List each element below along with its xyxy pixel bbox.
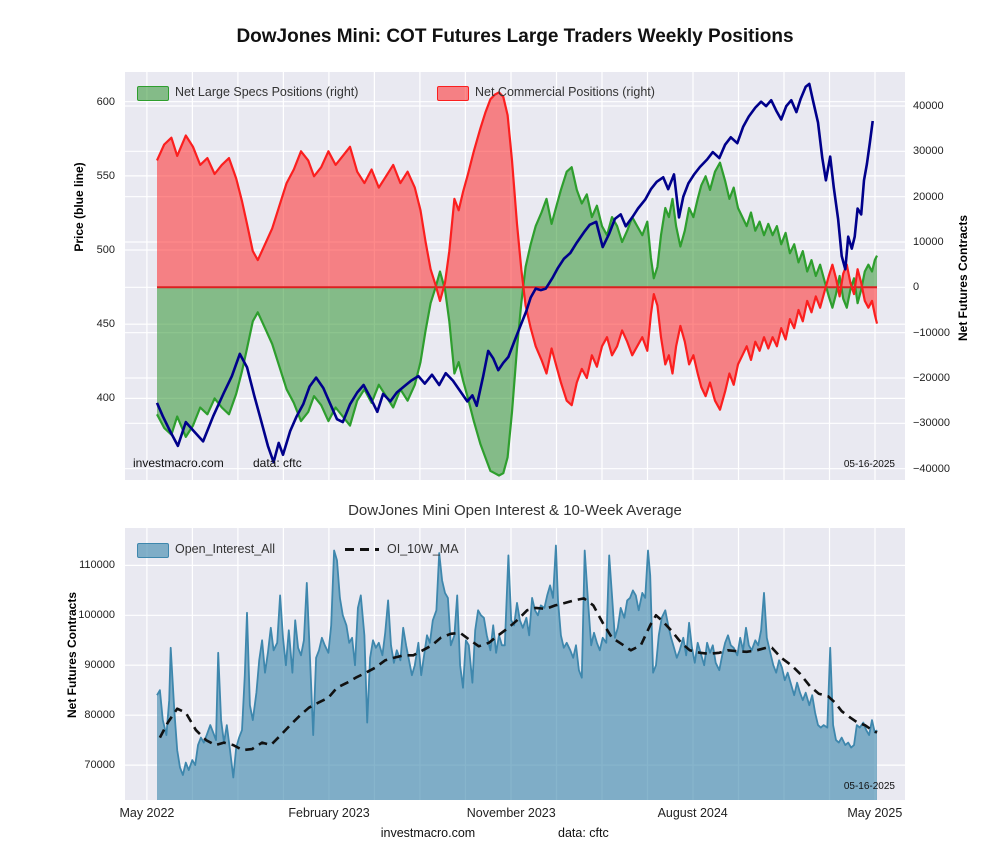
- ma-legend-label: OI_10W_MA: [387, 542, 459, 556]
- specs-legend-label: Net Large Specs Positions (right): [175, 85, 359, 99]
- top-plot-area: Net Large Specs Positions (right) Net Co…: [125, 72, 905, 480]
- top-right-y-tick: −20000: [913, 372, 951, 384]
- top-chart-canvas: [125, 72, 905, 480]
- top-left-y-tick: 400: [96, 392, 115, 405]
- x-tick-may-2022: May 2022: [119, 806, 175, 820]
- chart-title: DowJones Mini: COT Futures Large Traders…: [236, 26, 794, 47]
- open-interest-legend-label: Open_Interest_All: [175, 542, 276, 556]
- top-right-y-tick: 30000: [913, 145, 944, 158]
- date-label-bottom: 05-16-2025: [843, 781, 895, 792]
- top-right-axis-label: Net Futures Contracts: [956, 214, 970, 342]
- subplot-title: DowJones Mini Open Interest & 10-Week Av…: [348, 502, 682, 519]
- watermark-top: investmacro.com: [133, 456, 224, 470]
- top-left-y-tick: 450: [96, 318, 115, 331]
- bottom-y-tick: 70000: [84, 759, 115, 772]
- source-top: data: cftc: [253, 456, 302, 470]
- bottom-chart-canvas: [125, 528, 905, 800]
- specs-legend-swatch: [137, 86, 169, 101]
- commercials-legend-swatch: [437, 86, 469, 101]
- open-interest-legend-swatch: [137, 543, 169, 558]
- bottom-y-tick: 110000: [79, 559, 115, 572]
- x-tick-november-2023: November 2023: [466, 806, 556, 820]
- ma-legend-dash-icon: [345, 548, 379, 551]
- commercials-legend-label: Net Commercial Positions (right): [475, 85, 655, 99]
- x-tick-august-2024: August 2024: [657, 806, 728, 820]
- top-right-y-tick: 40000: [913, 100, 944, 112]
- footer-site: investmacro.com: [380, 826, 476, 840]
- bottom-plot-area: Open_Interest_All OI_10W_MA 05-16-2025: [125, 528, 905, 800]
- top-left-y-tick: 600: [96, 95, 115, 108]
- x-tick-february-2023: February 2023: [288, 806, 370, 820]
- top-left-y-tick: 550: [96, 169, 115, 182]
- bottom-y-tick: 80000: [84, 709, 115, 722]
- top-right-y-tick: 0: [913, 281, 920, 294]
- date-label-top: 05-16-2025: [843, 459, 895, 470]
- bottom-y-tick: 90000: [84, 659, 115, 672]
- footer-source: data: cftc: [558, 826, 609, 840]
- top-right-y-tick: −10000: [913, 326, 951, 339]
- top-left-y-tick: 500: [96, 244, 115, 257]
- top-right-y-tick: 10000: [913, 236, 944, 248]
- x-tick-may-2025: May 2025: [847, 806, 903, 820]
- top-right-y-tick: −30000: [913, 417, 951, 430]
- bottom-y-tick: 100000: [78, 609, 115, 622]
- top-right-y-tick: 20000: [913, 190, 944, 203]
- top-right-y-tick: −40000: [913, 462, 951, 475]
